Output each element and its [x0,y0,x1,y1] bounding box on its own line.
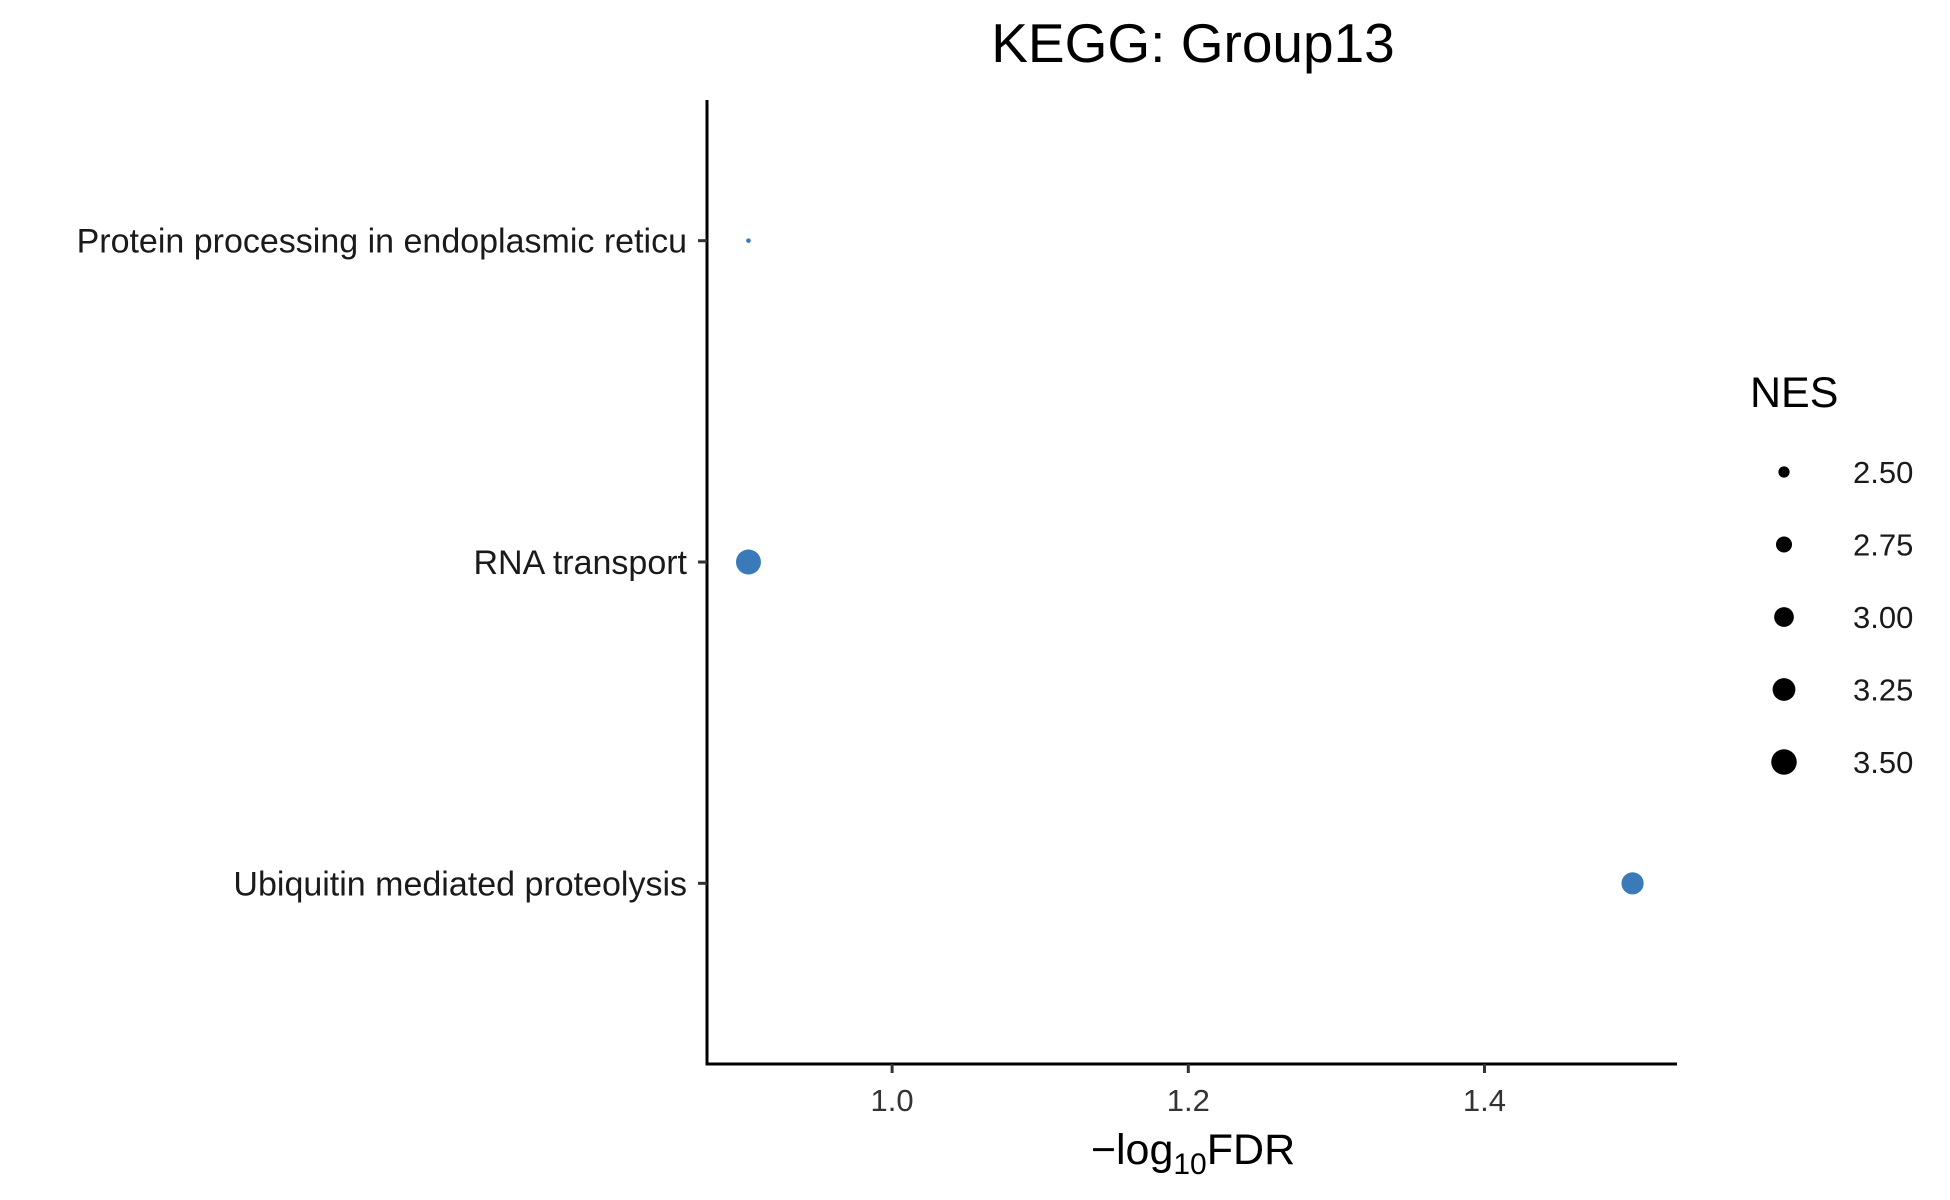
legend-label: 2.50 [1853,455,1913,490]
x-axis: 1.0 1.2 1.4 [705,1062,1677,1118]
chart-title: KEGG: Group13 [991,12,1395,74]
legend-label: 3.00 [1853,600,1913,635]
data-point [735,549,761,575]
x-tick-label: 1.0 [871,1083,914,1118]
x-tick-label: 1.4 [1463,1083,1506,1118]
x-tick-label: 1.2 [1167,1083,1210,1118]
x-axis-label-prefix: −log [1091,1126,1174,1174]
plot-area [735,238,1644,895]
size-legend: NES 2.50 2.75 3.00 3.25 3.50 [1750,369,1913,780]
x-axis-label-suffix: FDR [1207,1126,1295,1174]
y-axis: Protein processing in endoplasmic reticu… [77,100,709,1064]
legend-key [1772,678,1796,701]
legend-label: 3.50 [1853,745,1913,780]
data-point [1621,872,1644,895]
y-tick-label: Ubiquitin mediated proteolysis [233,865,687,903]
x-axis-label: −log10FDR [1091,1126,1295,1181]
legend-label: 3.25 [1853,673,1913,708]
legend-key [1775,536,1793,553]
legend-key [1778,466,1790,478]
y-tick-label: Protein processing in endoplasmic reticu [77,223,687,261]
legend-label: 2.75 [1853,528,1913,563]
legend-title: NES [1750,369,1838,417]
y-tick-label: RNA transport [473,544,687,582]
x-axis-label-subscript: 10 [1173,1148,1206,1181]
legend-key [1771,749,1797,775]
data-point [746,238,751,243]
legend-key [1774,607,1794,627]
